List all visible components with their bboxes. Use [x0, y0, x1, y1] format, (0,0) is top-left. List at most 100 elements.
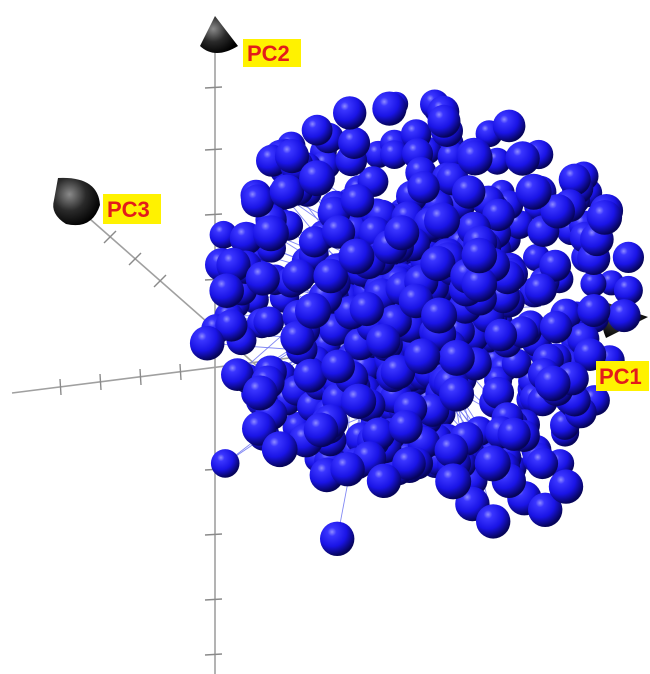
data-point — [299, 160, 335, 197]
data-point — [221, 358, 254, 391]
pc1-axis-label: PC1 — [596, 361, 649, 391]
data-point — [461, 266, 498, 303]
data-point — [261, 431, 298, 468]
data-point — [607, 299, 641, 333]
data-point — [526, 447, 559, 480]
data-point — [392, 446, 426, 481]
data-point — [482, 198, 515, 232]
point-cloud — [189, 89, 645, 556]
data-point — [293, 358, 328, 393]
data-point — [421, 297, 458, 334]
data-point — [558, 163, 591, 196]
data-point — [539, 249, 572, 282]
data-point — [505, 141, 540, 176]
data-point — [484, 318, 518, 352]
data-point — [280, 320, 315, 356]
pc3-axis-tick — [103, 230, 117, 244]
data-point — [439, 376, 475, 412]
pc1-axis-label-text: PC1 — [599, 364, 642, 389]
data-point — [253, 306, 284, 338]
data-point — [548, 469, 584, 504]
data-point — [528, 492, 563, 527]
data-point — [215, 309, 248, 342]
data-point — [515, 173, 552, 210]
data-point — [245, 261, 280, 296]
data-point — [438, 339, 475, 376]
pc1-axis-tick — [59, 378, 62, 396]
data-point — [524, 273, 557, 306]
data-point — [269, 174, 305, 209]
data-point — [407, 171, 440, 204]
data-point — [303, 412, 339, 448]
data-point — [435, 463, 472, 500]
data-point — [366, 463, 402, 498]
data-point — [476, 504, 511, 539]
data-point — [587, 200, 623, 235]
pc2-axis-label-text: PC2 — [247, 41, 290, 66]
data-point — [482, 376, 515, 409]
pc1-axis-tick — [179, 363, 182, 381]
data-point — [577, 294, 611, 327]
data-point — [434, 433, 469, 468]
pc2-arrowhead-icon — [200, 16, 238, 53]
data-point — [216, 247, 251, 282]
pc2-axis-tick — [204, 148, 223, 151]
data-point — [274, 139, 310, 174]
pc2-axis-tick — [204, 213, 223, 216]
data-point — [388, 410, 423, 444]
pc2-axis-tick — [204, 533, 223, 536]
data-point — [540, 194, 575, 229]
data-point — [404, 338, 441, 375]
pc2-axis-tick — [204, 598, 223, 601]
data-point — [497, 417, 531, 451]
pc2-axis-tick — [204, 653, 223, 656]
data-point — [349, 291, 384, 327]
pc1-axis-tick — [99, 373, 102, 391]
pc1-axis-tick — [139, 368, 142, 386]
pc3-axis-label: PC3 — [103, 194, 161, 224]
data-point — [210, 449, 240, 478]
data-point — [461, 237, 498, 274]
data-point — [242, 375, 278, 411]
data-point — [366, 323, 401, 359]
data-point — [492, 109, 526, 143]
data-point — [420, 245, 456, 282]
data-point — [612, 241, 645, 273]
data-point — [209, 273, 244, 309]
pc3-axis-tick — [128, 252, 142, 266]
data-point — [320, 521, 355, 556]
pc3-axis-label-text: PC3 — [107, 197, 150, 222]
data-point — [452, 175, 486, 209]
data-point — [534, 365, 571, 402]
pc2-axis-label: PC2 — [243, 39, 301, 67]
data-point — [457, 140, 493, 176]
data-point — [241, 184, 274, 218]
data-point — [380, 140, 409, 170]
data-point — [539, 310, 573, 344]
data-point — [384, 215, 420, 251]
data-point — [321, 215, 356, 249]
pc3-axis-tick — [153, 274, 167, 288]
data-point — [189, 325, 225, 361]
axis-ticks — [59, 86, 223, 656]
data-point — [281, 259, 316, 293]
data-point — [338, 238, 375, 275]
pc3-axis-line — [81, 211, 291, 396]
data-point — [372, 91, 407, 126]
data-point — [338, 127, 371, 159]
data-point — [333, 96, 367, 130]
data-point — [613, 275, 643, 305]
data-point — [340, 184, 375, 218]
data-point — [301, 114, 333, 146]
data-point — [295, 292, 331, 329]
data-point — [252, 215, 289, 252]
pc2-axis-tick — [204, 86, 223, 89]
data-point — [474, 445, 511, 482]
data-point — [321, 349, 355, 384]
data-point — [340, 383, 377, 419]
data-point — [330, 452, 365, 487]
data-point — [427, 104, 461, 138]
data-point — [580, 270, 607, 297]
data-point — [313, 258, 349, 294]
